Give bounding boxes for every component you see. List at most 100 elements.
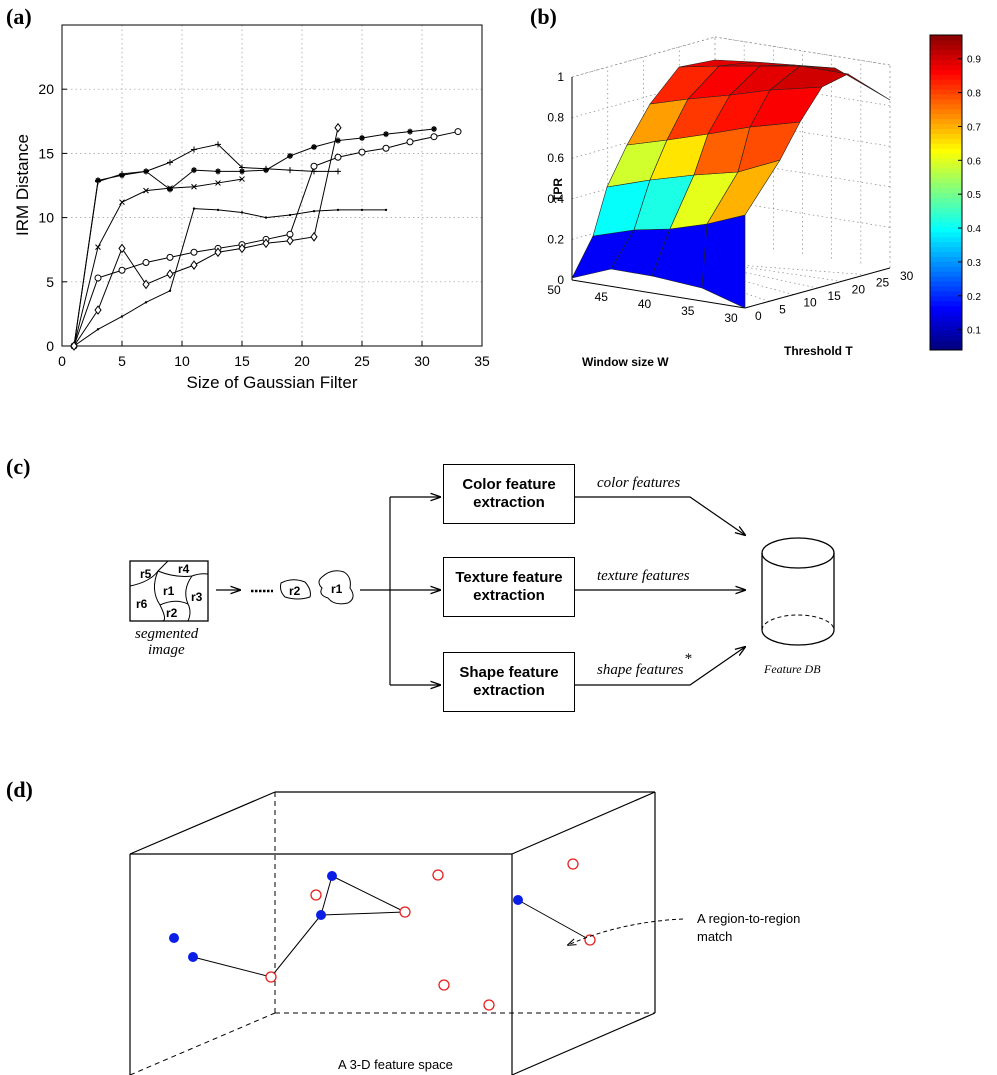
data-point-plus (215, 141, 221, 148)
series-line-dot (73, 208, 386, 347)
data-point-x (239, 176, 245, 182)
colorbar-segment (930, 251, 962, 257)
colorbar-segment (930, 94, 962, 100)
x-tick-label: 40 (638, 297, 652, 311)
colorbar-tick-label: 0.9 (967, 55, 981, 66)
data-point-dot (312, 209, 316, 213)
y-tick-label: 20 (38, 81, 54, 97)
data-point-diamond (190, 260, 198, 270)
shape-features-asterisk: * (684, 651, 692, 667)
data-point-diamond (118, 243, 126, 254)
segmented-image (129, 560, 209, 622)
colorbar-segment (930, 276, 962, 282)
color-features-label: color features (597, 475, 680, 491)
colorbar-segment (930, 54, 962, 61)
data-point-dot (120, 315, 124, 318)
y-tick-label: 20 (852, 282, 866, 296)
pipeline-diagram: r5 r4 r1 r6 r3 r2 segmented image r2 r1 … (129, 475, 835, 740)
colorbar-segment (930, 89, 962, 95)
data-point-dot (144, 301, 148, 304)
data-point-diamond (142, 279, 150, 290)
z-tick-label: 0.6 (547, 151, 564, 165)
series-line-diamond (73, 127, 339, 347)
match-pointer-arrow (568, 918, 684, 945)
colorbar-segment (930, 202, 962, 208)
colorbar-segment (930, 241, 962, 248)
data-point-dot (240, 211, 244, 214)
data-point-star (167, 186, 173, 193)
data-point-star (335, 137, 341, 144)
colorbar-segment (930, 64, 962, 70)
data-point-diamond (262, 238, 270, 249)
x-tick-label: 35 (681, 304, 695, 318)
colorbar-frame (929, 34, 963, 351)
y-tick-label: 10 (38, 210, 54, 226)
data-point-x (167, 185, 173, 191)
colorbar-segment (930, 113, 962, 120)
data-point-circle (166, 253, 174, 261)
colorbar-segment (930, 35, 962, 41)
colorbar-segment (930, 222, 962, 228)
x-tick-label: 35 (474, 353, 490, 369)
feature-db-cylinder (761, 537, 835, 646)
y-axis-label: IRM Distance (13, 134, 32, 236)
panel-label-c: (c) (6, 454, 31, 479)
colorbar-tick-label: 0.1 (967, 326, 981, 337)
colorbar-segment (930, 217, 962, 223)
colorbar-segment (930, 212, 962, 218)
colorbar-segment (930, 300, 962, 307)
colorbar-segment (930, 103, 962, 110)
colorbar-segment (930, 226, 962, 233)
data-point-circle (94, 274, 102, 282)
y-tick-label: 5 (779, 302, 786, 316)
x-axis-edge (571, 279, 746, 309)
arrow-shape-to-db (574, 647, 745, 686)
colorbar-segment (930, 133, 962, 139)
shape-features-label: shape features (597, 662, 684, 678)
x-tick-label: 15 (234, 353, 250, 369)
colorbar-segment (930, 49, 962, 56)
colorbar-tick-label: 0.2 (967, 292, 981, 303)
colorbar-segment (930, 182, 962, 189)
colorbar-segment (930, 148, 962, 154)
y-tick-label: 0 (46, 338, 54, 354)
colorbar-segment (930, 295, 962, 302)
surface-chart-tpr: 0 0.2 0.4 0.6 0.8 1 50 45 40 35 30 0 5 10 15 20 25 30 TPR… (547, 34, 981, 369)
match-label-line1: A region-to-region (697, 911, 800, 926)
z-axis-label: TPR (551, 178, 565, 202)
data-point-dot (336, 208, 340, 212)
panel-label-a: (a) (6, 4, 32, 29)
data-point-dot (96, 328, 100, 331)
data-point-plus (95, 178, 101, 185)
colorbar-segment (930, 256, 962, 262)
arrow-color-to-db (574, 496, 745, 535)
colorbar-segment (930, 320, 962, 326)
data-point-diamond (286, 235, 294, 246)
data-point-circle (358, 148, 366, 156)
feature-space-diagram: A region-to-region match A 3-D feature s… (129, 791, 800, 1075)
data-point-circle (190, 248, 198, 256)
z-tick-label: 0 (557, 273, 564, 287)
x-axis-label: Size of Gaussian Filter (186, 373, 357, 392)
y-tick-label: 5 (46, 274, 54, 290)
z-tick-label: 0.8 (547, 111, 564, 125)
colorbar-segment (930, 266, 962, 272)
region-label-r5: r5 (140, 567, 152, 581)
data-point-dot (216, 208, 220, 212)
region-shape-r1 (318, 570, 354, 605)
colorbar-tick-label: 0.5 (967, 190, 981, 201)
cube-wireframe (129, 791, 656, 1075)
colorbar-segment (930, 143, 962, 149)
colorbar-segment (930, 246, 962, 253)
data-point-circle (430, 133, 438, 141)
region-shape-r2 (280, 579, 311, 600)
y-axis-label: Threshold T (784, 344, 853, 358)
region-label-r2: r2 (166, 606, 178, 620)
x-axis-label: Window size W (582, 355, 669, 369)
colorbar-tick-label: 0.8 (967, 89, 981, 100)
space-label: A 3-D feature space (338, 1057, 453, 1072)
data-point-diamond (310, 232, 318, 242)
panel-label-d: (d) (6, 777, 33, 802)
data-point-star (311, 143, 317, 150)
hollow-feature-point (438, 979, 450, 991)
